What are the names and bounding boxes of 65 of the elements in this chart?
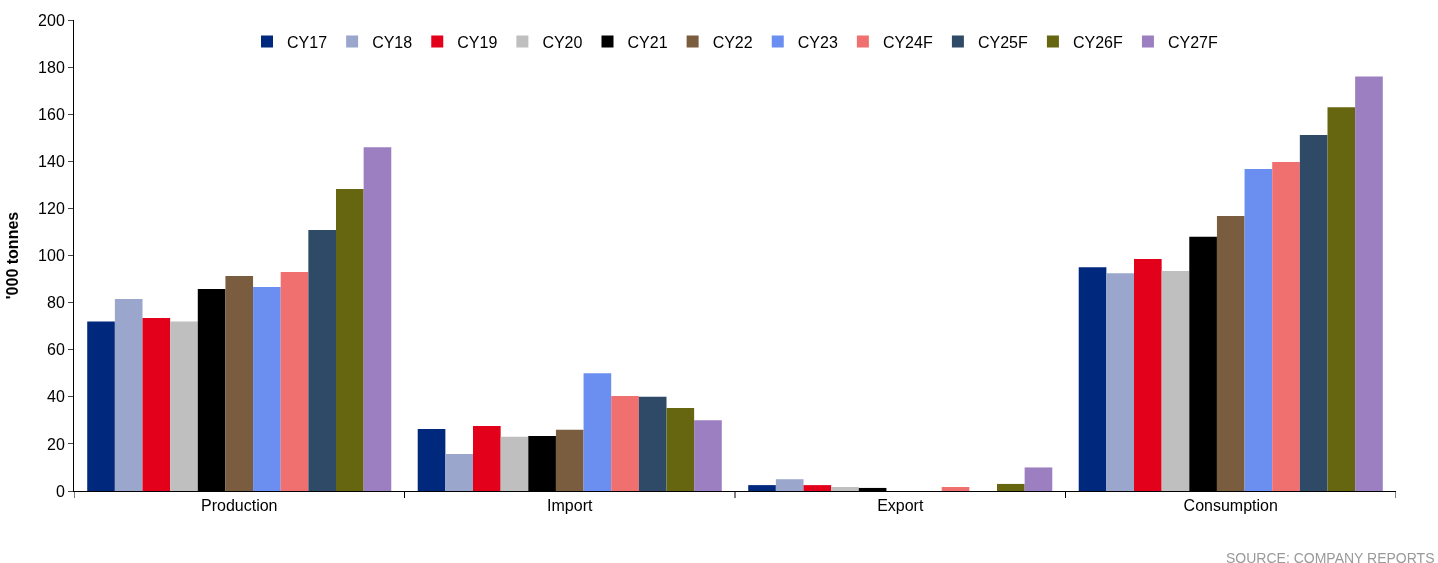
x-tick-label: Export (877, 497, 924, 515)
legend-label: CY19 (457, 33, 498, 51)
bar (1134, 259, 1162, 491)
bar (417, 429, 446, 491)
bar (473, 426, 501, 491)
bar (142, 317, 171, 491)
y-tick-label: 0 (55, 482, 65, 500)
legend-label: CY27F (1167, 33, 1218, 51)
y-tick-label: 120 (38, 200, 65, 217)
bar (1078, 267, 1107, 491)
y-tick-label: 100 (38, 247, 65, 265)
bar (555, 429, 584, 491)
legend-label: CY18 (372, 33, 413, 51)
y-tick-label: 60 (47, 341, 65, 359)
bar (638, 396, 667, 491)
y-tick-label: 140 (38, 152, 65, 170)
bar (363, 147, 392, 491)
bar (1355, 76, 1383, 491)
bar (775, 479, 804, 491)
legend-label: CY24F (882, 33, 933, 51)
y-tick-label: 80 (47, 294, 65, 312)
bar (170, 321, 198, 491)
bar (500, 436, 529, 491)
bar (997, 483, 1025, 491)
y-tick-label: 200 (38, 11, 65, 29)
bar (803, 485, 832, 491)
legend-label: CY23 (797, 33, 838, 51)
x-tick-label: Consumption (1183, 497, 1278, 515)
bar (941, 487, 970, 491)
bar (253, 287, 281, 491)
bar (336, 189, 364, 491)
legend-label: CY20 (542, 33, 583, 51)
bar (1024, 467, 1053, 491)
bar (225, 275, 254, 491)
bar (308, 230, 336, 491)
y-axis-title: '000 tonnes (4, 211, 21, 300)
y-tick-label: 20 (47, 435, 65, 453)
bar (114, 299, 143, 491)
bar (611, 396, 639, 491)
legend-label: CY25F (977, 33, 1028, 51)
bar (694, 420, 722, 491)
bar (666, 408, 695, 491)
bar (1327, 107, 1356, 491)
bar (280, 271, 309, 491)
bar (1244, 169, 1273, 491)
y-tick-label: 180 (38, 58, 65, 76)
bar (748, 485, 776, 491)
legend-label: CY26F (1072, 33, 1123, 51)
bar (1216, 215, 1245, 491)
y-tick-label: 160 (38, 105, 65, 123)
bar (831, 487, 859, 491)
legend-label: CY17 (287, 33, 328, 51)
legend-label: CY22 (712, 33, 753, 51)
x-tick-label: Import (547, 497, 593, 515)
bar (445, 454, 473, 491)
bar (1106, 273, 1134, 491)
source-note: SOURCE: COMPANY REPORTS (1226, 550, 1435, 563)
bar (1272, 162, 1300, 491)
y-tick-label: 40 (47, 388, 65, 406)
bar (583, 373, 612, 491)
bar (1299, 134, 1328, 491)
legend-label: CY21 (627, 33, 668, 51)
bar (1161, 271, 1190, 491)
x-tick-label: Production (201, 497, 278, 515)
bar (87, 321, 115, 491)
